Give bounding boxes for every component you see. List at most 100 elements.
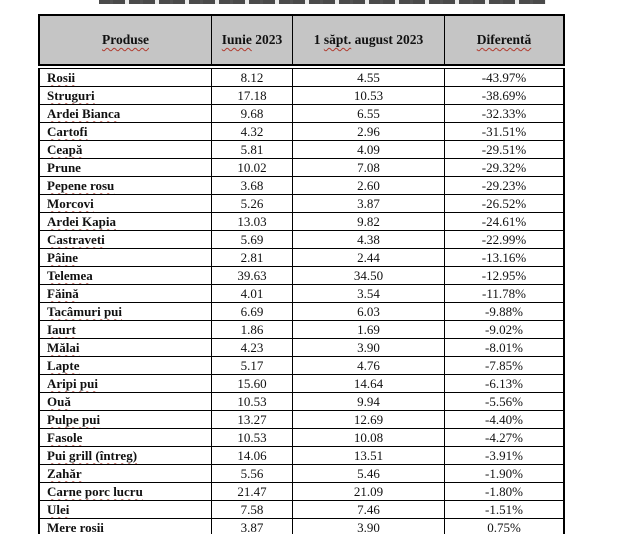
august-value-cell: 2.96 [293, 123, 445, 141]
june-value-cell: 39.63 [212, 267, 293, 285]
header-label-august-rest: august 2023 [351, 32, 424, 47]
june-value-cell: 13.03 [212, 213, 293, 231]
value-text: -38.69% [481, 87, 527, 103]
product-label: Carne porc lucru [47, 483, 143, 499]
product-cell: Struguri [40, 87, 212, 105]
value-text: -9.88% [485, 303, 523, 319]
difference-cell: -11.78% [445, 285, 563, 303]
value-text: 15.60 [237, 375, 267, 391]
value-text: 4.38 [357, 231, 380, 247]
value-text: -11.78% [482, 285, 526, 301]
value-text: 13.27 [237, 411, 267, 427]
product-cell: Mere rosii [40, 519, 212, 534]
value-text: 3.90 [357, 339, 380, 355]
table-row: Morcovi 5.26 3.87 -26.52% [40, 195, 563, 213]
product-cell: Aripi pui [40, 375, 212, 393]
product-label: Morcovi [47, 195, 94, 211]
header-cell-diferenta: Diferentă [445, 16, 563, 64]
product-label: Rosii [47, 69, 76, 85]
august-value-cell: 14.64 [293, 375, 445, 393]
june-value-cell: 10.02 [212, 159, 293, 177]
value-text: 6.55 [357, 105, 380, 121]
value-text: 4.23 [240, 339, 264, 355]
june-value-cell: 8.12 [212, 69, 293, 87]
difference-cell: -7.85% [445, 357, 563, 375]
product-label: Castraveti [47, 231, 105, 247]
difference-cell: -38.69% [445, 87, 563, 105]
june-value-cell: 14.06 [212, 447, 293, 465]
difference-cell: -13.16% [445, 249, 563, 267]
value-text: 5.46 [357, 465, 380, 481]
value-text: -9.02% [485, 321, 523, 337]
value-text: 4.09 [357, 141, 380, 157]
value-text: 17.18 [237, 87, 267, 103]
value-text: 13.51 [353, 447, 384, 463]
product-cell: Lapte [40, 357, 212, 375]
august-value-cell: 6.03 [293, 303, 445, 321]
value-text: 7.08 [357, 159, 380, 175]
august-value-cell: 21.09 [293, 483, 445, 501]
difference-cell: -1.90% [445, 465, 563, 483]
august-value-cell: 13.51 [293, 447, 445, 465]
product-label: Ouă [47, 393, 71, 409]
difference-cell: -32.33% [445, 105, 563, 123]
august-value-cell: 4.55 [293, 69, 445, 87]
value-text: 9.68 [240, 105, 264, 121]
header-label-iunie: Iunie [221, 32, 252, 47]
august-value-cell: 9.82 [293, 213, 445, 231]
table-row: Struguri 17.18 10.53 -38.69% [40, 87, 563, 105]
product-cell: Mălai [40, 339, 212, 357]
table-row: Ouă 10.53 9.94 -5.56% [40, 393, 563, 411]
clipped-title-remnant [99, 0, 546, 4]
value-text: 4.01 [240, 285, 264, 301]
product-label: Aripi pui [47, 375, 98, 391]
difference-cell: -26.52% [445, 195, 563, 213]
product-cell: Prune [40, 159, 212, 177]
difference-cell: -4.27% [445, 429, 563, 447]
june-value-cell: 1.86 [212, 321, 293, 339]
product-cell: Pulpe pui [40, 411, 212, 429]
value-text: 4.32 [240, 123, 264, 139]
table-row: Fasole 10.53 10.08 -4.27% [40, 429, 563, 447]
value-text: -43.97% [481, 69, 527, 85]
product-cell: Fasole [40, 429, 212, 447]
table-row: Zahăr 5.56 5.46 -1.90% [40, 465, 563, 483]
value-text: 14.64 [353, 375, 384, 391]
value-text: 3.68 [240, 177, 264, 193]
difference-cell: -1.80% [445, 483, 563, 501]
value-text: 2.44 [357, 249, 380, 265]
header-label-iunie-year: 2023 [251, 32, 283, 47]
product-label: Struguri [47, 87, 95, 103]
table-row: Ardei Kapia 13.03 9.82 -24.61% [40, 213, 563, 231]
product-cell: Tacâmuri pui [40, 303, 212, 321]
value-text: -8.01% [485, 339, 523, 355]
june-value-cell: 2.81 [212, 249, 293, 267]
value-text: 5.69 [240, 231, 264, 247]
header-cell-sapt-august-2023: 1 săpt. august 2023 [293, 16, 445, 64]
table-row: Pepene rosu 3.68 2.60 -29.23% [40, 177, 563, 195]
june-value-cell: 3.87 [212, 519, 293, 534]
value-text: 1.69 [357, 321, 380, 337]
header-label-sapt: săpt. [323, 32, 352, 47]
product-label: Făină [47, 285, 79, 301]
difference-cell: -12.95% [445, 267, 563, 285]
table-row: Lapte 5.17 4.76 -7.85% [40, 357, 563, 375]
august-value-cell: 34.50 [293, 267, 445, 285]
june-value-cell: 5.56 [212, 465, 293, 483]
table-row: Tacâmuri pui 6.69 6.03 -9.88% [40, 303, 563, 321]
august-value-cell: 6.55 [293, 105, 445, 123]
august-value-cell: 4.09 [293, 141, 445, 159]
value-text: -24.61% [481, 213, 527, 229]
product-label: Mălai [47, 339, 80, 355]
product-label: Ceapă [47, 141, 83, 157]
product-label: Mere rosii [47, 519, 104, 534]
june-value-cell: 10.53 [212, 393, 293, 411]
table-row: Pâine 2.81 2.44 -13.16% [40, 249, 563, 267]
august-value-cell: 3.54 [293, 285, 445, 303]
product-label: Cartofi [47, 123, 88, 139]
table-body: Rosii 8.12 4.55 -43.97% Struguri 17.18 10.53 -3… [38, 68, 565, 534]
product-cell: Ardei Bianca [40, 105, 212, 123]
table-row: Castraveti 5.69 4.38 -22.99% [40, 231, 563, 249]
table-row: Ceapă 5.81 4.09 -29.51% [40, 141, 563, 159]
difference-cell: -4.40% [445, 411, 563, 429]
